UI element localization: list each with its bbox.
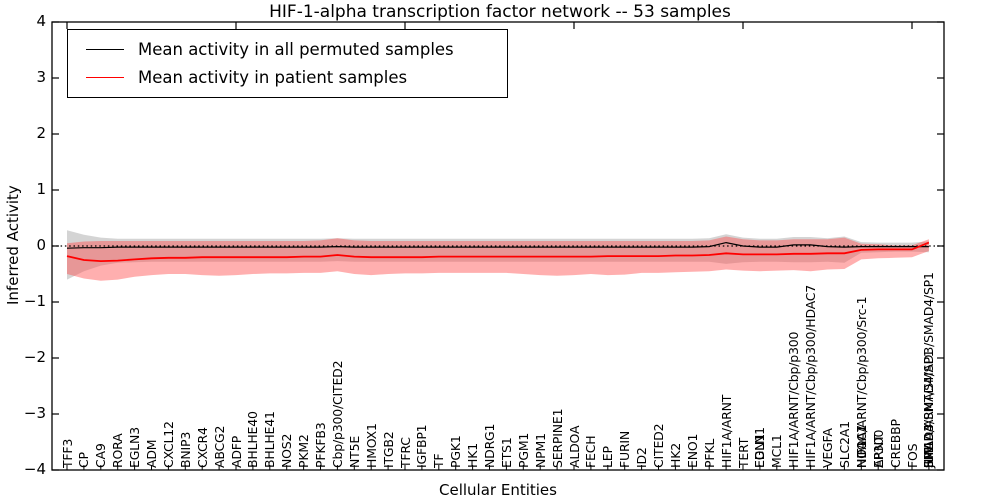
legend-item-patient: Mean activity in patient samples	[78, 68, 497, 87]
x-tick-label: IGFBP1	[414, 424, 430, 468]
chart-title: HIF-1-alpha transcription factor network…	[269, 2, 731, 22]
x-tick-label: PGM1	[515, 432, 531, 468]
legend-item-permuted: Mean activity in all permuted samples	[78, 40, 497, 59]
x-tick-label: HK1	[465, 443, 481, 468]
x-tick-label: FECH	[583, 435, 599, 468]
x-tick-label: BHLHE41	[262, 411, 278, 468]
x-tick-label: ITGB2	[380, 431, 396, 468]
x-tick-label: CXCR4	[194, 427, 210, 468]
x-tick-label: PGK1	[448, 435, 464, 468]
x-tick-label: ETS1	[498, 437, 514, 468]
legend-line-red	[86, 77, 124, 78]
y-tick-label: 1	[36, 180, 46, 198]
x-tick-label: EGLN1	[752, 427, 768, 468]
x-tick-label: Cbp/p300/CITED2	[329, 360, 345, 468]
x-tick-label: TFRC	[397, 437, 413, 468]
legend-label-permuted: Mean activity in all permuted samples	[138, 40, 454, 59]
x-tick-label: EP300	[870, 429, 886, 468]
x-tick-label: ADM	[144, 439, 159, 468]
x-tick-label: FURIN	[617, 430, 633, 468]
y-tick-label: 4	[36, 12, 46, 30]
x-tick-label: TERT	[735, 437, 751, 468]
y-tick-label: 2	[36, 124, 46, 142]
x-tick-label: ALDOA	[566, 425, 582, 468]
y-tick-label: 3	[36, 68, 46, 86]
x-tick-label: PKM2	[296, 434, 312, 468]
x-tick-label: ID2	[634, 447, 650, 468]
x-tick-label: TF	[431, 453, 447, 468]
x-tick-label: HIF1A/ARNT	[718, 394, 734, 468]
x-tick-label: FOS	[904, 443, 920, 468]
x-tick-label: EGLN3	[127, 427, 143, 468]
x-tick-label: CA9	[93, 443, 109, 468]
y-tick-label: −1	[23, 292, 46, 310]
x-tick-label: ADFP	[228, 435, 244, 468]
x-tick-label: BNIP3	[177, 431, 193, 468]
x-tick-label: NOS2	[279, 433, 295, 468]
x-tick-label: VEGFA	[820, 428, 835, 468]
legend: Mean activity in all permuted samples Me…	[67, 29, 508, 98]
x-axis-title: Cellular Entities	[439, 481, 557, 499]
x-tick-label: SERPINE1	[549, 408, 565, 468]
x-tick-label: TFF3	[59, 438, 75, 468]
x-tick-label: ENO1	[684, 433, 700, 468]
y-axis-title: Inferred Activity	[4, 185, 22, 305]
x-tick-label: CXCL12	[160, 421, 176, 468]
x-tick-label: LEP	[600, 446, 616, 468]
x-tick-label: HMOX1	[363, 423, 379, 468]
x-tick-label: MCL1	[769, 434, 785, 468]
x-tick-label: ABCG2	[211, 425, 227, 468]
x-tick-label: CP	[76, 452, 92, 468]
x-tick-label: NPM1	[532, 433, 548, 468]
x-tick-label: CITED2	[651, 423, 666, 468]
x-tick-label: PFKL	[701, 438, 717, 468]
x-tick-label: PFKFB3	[313, 422, 328, 468]
x-tick-label: HK2	[667, 443, 683, 468]
y-tick-label: −2	[23, 348, 46, 366]
x-tick-label: RORA	[110, 433, 126, 468]
x-tick-label: BHLHE40	[245, 411, 261, 468]
x-tick-label: HIF1A/ARNT/Cbp/p300/HDAC7	[803, 284, 819, 468]
y-tick-label: 0	[36, 236, 46, 254]
y-tick-label: −4	[23, 460, 46, 478]
x-tick-label: CREBBP	[887, 419, 903, 468]
legend-label-patient: Mean activity in patient samples	[138, 68, 408, 87]
legend-line-black	[86, 49, 124, 50]
x-tick-label: SLC2A1	[836, 421, 852, 468]
x-tick-label: JUN	[921, 446, 937, 468]
x-tick-label: NT5E	[346, 435, 362, 468]
x-tick-label: HDAC7	[853, 425, 869, 468]
y-tick-label: −3	[23, 404, 46, 422]
x-tick-label: NDRG1	[482, 423, 497, 468]
x-tick-label: HIF1A/ARNT/Cbp/p300	[786, 331, 802, 468]
